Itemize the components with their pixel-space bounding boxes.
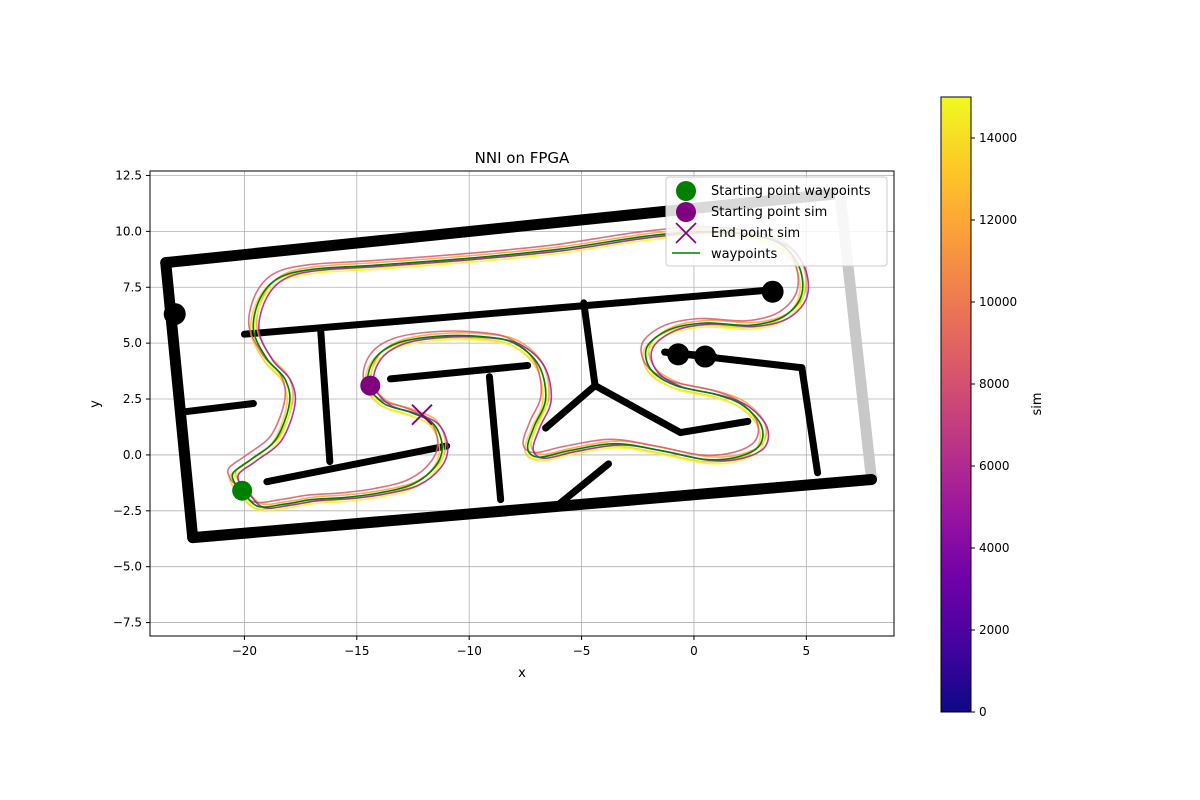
y-tick-label: 2.5 (123, 392, 142, 406)
map-obstacle (163, 303, 186, 326)
map-wall (676, 417, 752, 437)
y-axis-label: y (88, 400, 103, 408)
map-wall (542, 382, 599, 432)
waypoints-line (231, 230, 804, 508)
x-tick-label: −10 (457, 644, 482, 658)
map-wall (580, 299, 599, 390)
map-wall (485, 373, 505, 504)
map-wall (798, 364, 822, 477)
map-obstacle (667, 343, 690, 366)
y-tick-label: −7.5 (113, 616, 142, 630)
map-wall (317, 328, 334, 466)
x-tick-label: −20 (232, 644, 257, 658)
legend: Starting point waypoints Starting point … (665, 176, 888, 267)
map-wall (175, 400, 257, 416)
colorbar-tick-label: 12000 (979, 213, 1017, 227)
map-wall (555, 460, 613, 508)
colorbar-tick-label: 8000 (979, 377, 1010, 391)
y-tick-label: 12.5 (115, 168, 142, 182)
legend-label-start-waypoints: Starting point waypoints (711, 184, 871, 199)
start-sim-marker (360, 375, 381, 396)
occupancy-map (160, 187, 878, 544)
y-tick-label: 10.0 (115, 224, 142, 238)
waypoints-series (231, 230, 804, 508)
y-tick-label: 0.0 (123, 448, 142, 462)
y-tick-label: −2.5 (113, 504, 142, 518)
x-axis: −20 −15 −10 −5 0 5 (232, 636, 810, 658)
sim-trajectory (237, 231, 810, 510)
legend-label-waypoints: waypoints (711, 247, 777, 262)
map-wall (387, 361, 532, 383)
x-tick-label: −15 (344, 644, 369, 658)
colorbar-ticks: 0 2000 4000 6000 8000 10000 12000 14000 (971, 131, 1017, 719)
colorbar: 0 2000 4000 6000 8000 10000 12000 14000 sim (940, 96, 1045, 719)
legend-label-start-sim: Starting point sim (711, 205, 827, 220)
start-waypoints-marker (232, 480, 253, 501)
legend-marker-start-waypoints (676, 181, 696, 201)
legend-marker-start-sim (676, 202, 696, 222)
map-wall (591, 382, 684, 437)
y-tick-label: 7.5 (123, 280, 142, 294)
y-tick-label: −5.0 (113, 560, 142, 574)
colorbar-tick-label: 6000 (979, 459, 1010, 473)
map-obstacle (761, 280, 784, 303)
x-axis-label: x (518, 666, 526, 681)
end-sim-marker (411, 404, 433, 426)
colorbar-gradient (940, 96, 972, 713)
y-tick-label: 5.0 (123, 336, 142, 350)
colorbar-tick-label: 14000 (979, 131, 1017, 145)
colorbar-tick-label: 10000 (979, 295, 1017, 309)
sim-trajectory (228, 232, 801, 511)
axes-frame (149, 170, 895, 637)
x-tick-label: −5 (573, 644, 591, 658)
legend-label-end-sim: End point sim (711, 226, 800, 241)
colorbar-label: sim (1030, 392, 1045, 415)
legend-marker-end-sim (675, 222, 697, 244)
colorbar-tick-label: 2000 (979, 623, 1010, 637)
colorbar-tick-label: 4000 (979, 541, 1010, 555)
markers (232, 375, 433, 501)
x-tick-label: 0 (690, 644, 698, 658)
legend-box (665, 176, 888, 267)
map-obstacle (694, 345, 717, 368)
map-wall (160, 257, 199, 544)
map-wall (240, 285, 781, 338)
map-wall (187, 474, 878, 544)
x-tick-label: 5 (803, 644, 811, 658)
y-axis: −7.5 −5.0 −2.5 0.0 2.5 5.0 7.5 10.0 12.5 (113, 168, 150, 630)
colorbar-tick-label: 0 (979, 705, 987, 719)
chart-title: NNI on FPGA (475, 149, 570, 167)
map-wall (263, 442, 451, 486)
